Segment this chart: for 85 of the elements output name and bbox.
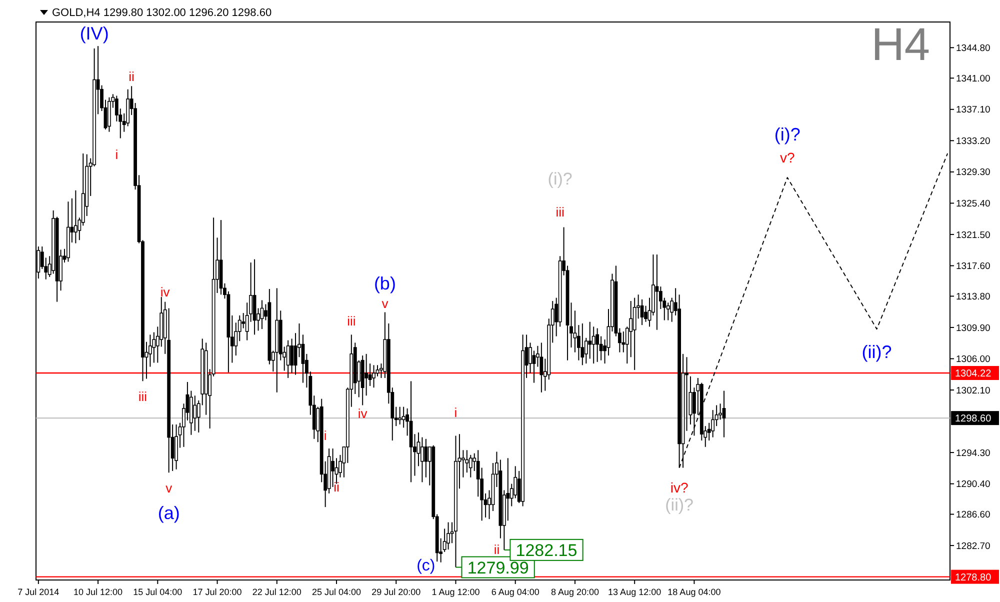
annotation: iv — [358, 406, 368, 421]
y-tick-label: 1286.60 — [956, 510, 990, 521]
x-tick-label: 17 Jul 20:00 — [192, 587, 242, 597]
y-tick-label: 1294.30 — [956, 448, 990, 459]
candlestick — [588, 321, 592, 360]
y-tick-label: 1329.30 — [956, 167, 990, 178]
candlestick — [465, 450, 469, 474]
ref-line-label: 1304.22 — [955, 368, 992, 380]
annotation: i — [454, 404, 458, 420]
x-tick-label: 1 Aug 12:00 — [432, 587, 480, 597]
candlestick — [532, 350, 536, 384]
candlestick — [372, 364, 376, 388]
annotation: ii — [494, 542, 500, 558]
candlestick — [424, 438, 428, 478]
annotation: (i)? — [548, 169, 572, 188]
x-tick-label: 29 Jul 20:00 — [372, 587, 421, 597]
annotation: i — [115, 146, 118, 162]
y-tick-label: 1302.10 — [956, 385, 990, 396]
x-tick-label: 25 Jul 04:00 — [312, 587, 362, 597]
candlestick — [580, 322, 584, 366]
candlestick — [402, 406, 406, 428]
y-tick-label: 1337.10 — [956, 104, 990, 116]
y-tick-label: 1290.40 — [956, 479, 990, 490]
y-tick-label: 1333.20 — [956, 136, 990, 147]
y-tick-label: 1313.80 — [956, 292, 990, 303]
candlestick — [364, 353, 368, 396]
candlestick — [622, 330, 626, 353]
annotation: (ii)? — [665, 496, 694, 515]
candlestick — [242, 312, 246, 329]
candlestick — [420, 436, 424, 483]
candlestick — [398, 406, 402, 425]
y-tick-label: 1341.00 — [956, 73, 990, 84]
candlestick — [666, 302, 670, 321]
candlestick — [193, 395, 197, 432]
annotation: v? — [780, 149, 795, 166]
candlestick — [592, 326, 596, 364]
annotation: (IV) — [80, 24, 109, 44]
y-tick-label: 1321.50 — [956, 230, 990, 241]
candlestick — [632, 297, 636, 370]
y-tick-label: 1309.90 — [956, 322, 990, 334]
annotation: H4 — [871, 18, 930, 70]
candlestick — [290, 338, 294, 374]
candlestick — [468, 454, 472, 478]
x-tick-label: 13 Aug 12:00 — [608, 587, 662, 597]
candlestick — [596, 328, 600, 362]
annotation: iv — [160, 284, 170, 300]
annotation: v — [166, 480, 173, 496]
candlestick — [655, 254, 659, 330]
y-tick-label: 1282.70 — [956, 540, 990, 552]
chart-title: GOLD,H4 1299.80 1302.00 1296.20 1298.60 — [52, 7, 272, 19]
annotation: iv? — [670, 480, 688, 496]
x-tick-label: 10 Jul 12:00 — [74, 587, 123, 597]
x-tick-label: 8 Aug 20:00 — [550, 587, 599, 597]
annotation: iii — [556, 204, 565, 220]
annotation: 1282.15 — [516, 541, 578, 560]
y-tick-label: 1317.60 — [956, 261, 990, 272]
x-tick-label: 6 Aug 04:00 — [491, 587, 540, 597]
candlestick — [722, 390, 726, 438]
candlestick — [540, 342, 544, 393]
ref-line-label: 1298.60 — [955, 414, 992, 425]
annotation: ii — [334, 480, 340, 495]
annotation: (a) — [158, 502, 180, 523]
y-tick-label: 1306.00 — [956, 354, 990, 366]
candlestick — [331, 448, 334, 488]
annotation: (c) — [416, 557, 436, 574]
candlestick — [446, 522, 450, 550]
candlestick — [461, 450, 465, 478]
annotation: (i)? — [774, 124, 800, 145]
x-tick-label: 18 Aug 04:00 — [668, 587, 721, 597]
x-tick-label: 22 Jul 12:00 — [252, 587, 302, 597]
annotation: (b) — [374, 274, 396, 294]
annotation: 1279.99 — [467, 558, 529, 578]
ref-line-label: 1278.80 — [955, 572, 992, 584]
annotation: i — [324, 428, 327, 444]
annotation: ii — [128, 69, 135, 84]
annotation: iii — [138, 388, 148, 404]
annotation: v — [382, 296, 389, 311]
candlestick — [286, 340, 290, 378]
y-tick-label: 1344.80 — [956, 42, 990, 54]
annotation: iii — [347, 314, 356, 329]
annotation: (ii)? — [862, 342, 892, 362]
x-tick-label: 15 Jul 04:00 — [133, 587, 182, 597]
y-tick-label: 1325.40 — [956, 198, 990, 210]
x-tick-label: 7 Jul 2014 — [18, 587, 60, 597]
candlestick — [74, 190, 78, 244]
